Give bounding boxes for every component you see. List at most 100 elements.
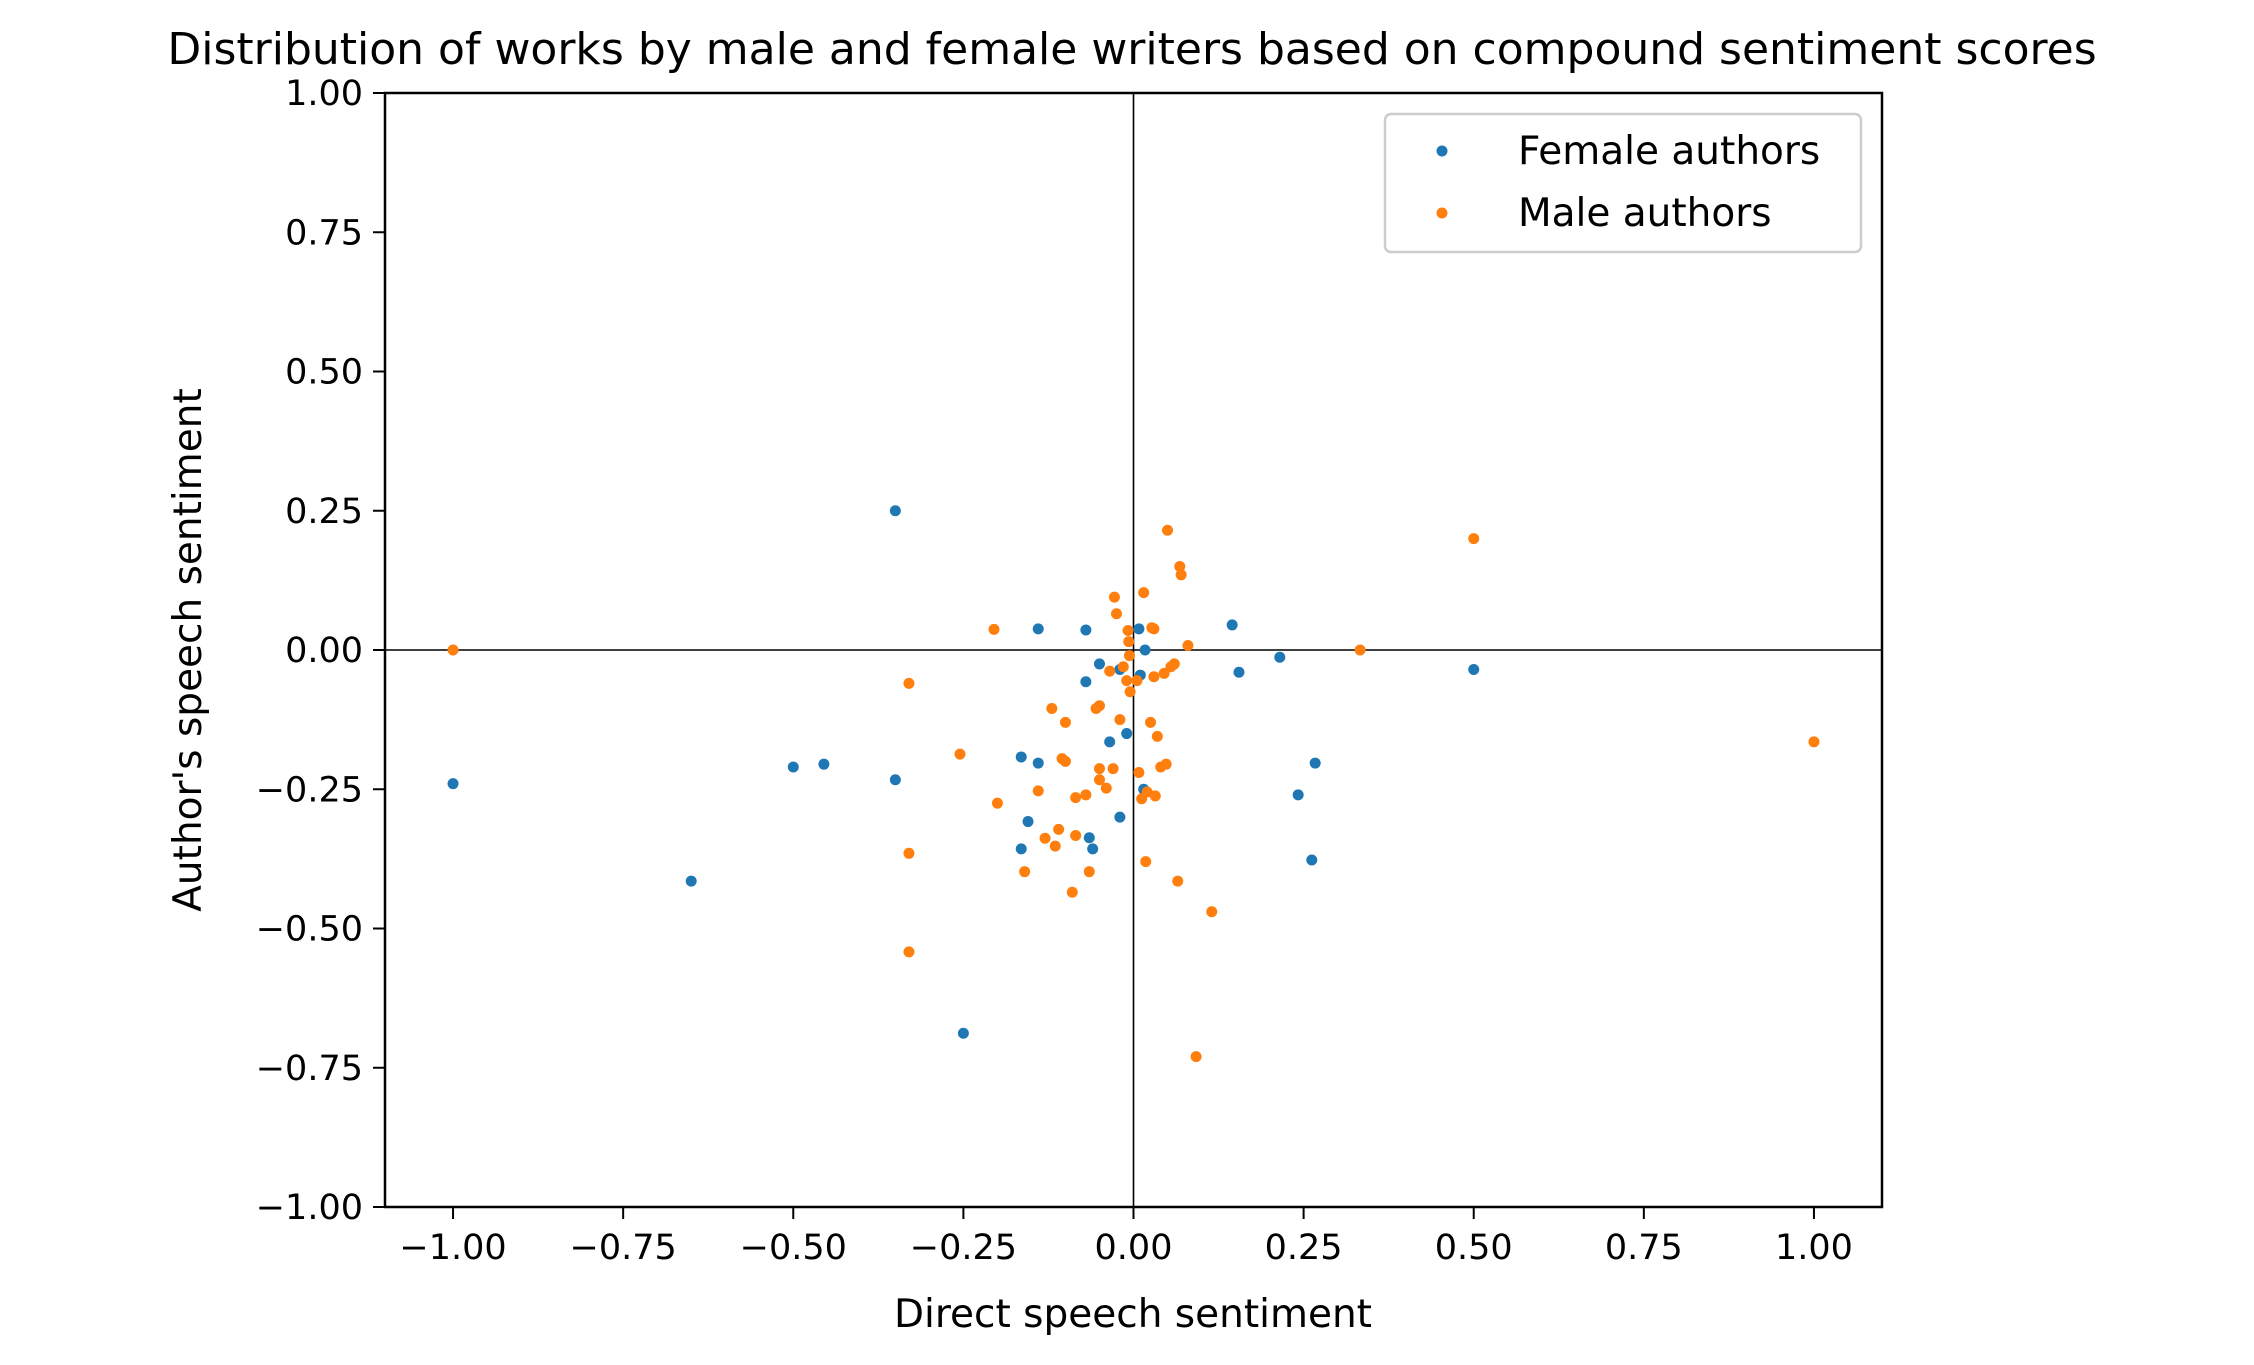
data-point [1226, 619, 1238, 631]
data-point [903, 677, 915, 689]
data-point [954, 748, 966, 760]
data-point [889, 774, 901, 786]
data-point [1175, 569, 1187, 581]
data-point [1104, 736, 1116, 748]
data-point [1158, 667, 1170, 679]
data-point [1032, 785, 1044, 797]
data-point [1292, 789, 1304, 801]
data-point [1145, 716, 1157, 728]
data-point [1148, 671, 1160, 683]
series-1 [447, 524, 1820, 1063]
data-point [903, 946, 915, 958]
data-point [889, 505, 901, 517]
data-point [1139, 644, 1151, 656]
data-point [1151, 730, 1163, 742]
data-point [957, 1027, 969, 1039]
data-point [1141, 786, 1153, 798]
x-tick-label: −0.50 [740, 1228, 847, 1268]
data-point [1131, 675, 1143, 687]
data-point [1059, 755, 1071, 767]
data-point [1080, 676, 1092, 688]
y-tick-label: −0.25 [256, 770, 363, 810]
data-point [1104, 665, 1116, 677]
y-tick-label: −1.00 [256, 1188, 363, 1228]
x-tick-label: 0.50 [1435, 1228, 1513, 1268]
data-point [685, 875, 697, 887]
y-tick-label: 1.00 [285, 74, 363, 114]
y-tick-label: 0.25 [285, 492, 363, 532]
y-tick-label: −0.50 [256, 910, 363, 950]
data-point [1138, 587, 1150, 599]
data-point [1049, 840, 1061, 852]
x-tick-label: 0.75 [1605, 1228, 1683, 1268]
data-point [991, 797, 1003, 809]
data-point [1110, 608, 1122, 620]
data-point [1015, 751, 1027, 763]
x-tick-label: −1.00 [399, 1228, 506, 1268]
data-point [1093, 658, 1105, 670]
data-point [1160, 758, 1172, 770]
data-points [447, 505, 1820, 1063]
data-point [1087, 843, 1099, 855]
legend-label-female: Female authors [1518, 129, 1820, 174]
data-point [447, 644, 459, 656]
data-point [1274, 651, 1286, 663]
data-point [1206, 906, 1218, 918]
data-point [988, 623, 1000, 635]
reference-lines [385, 93, 1882, 1207]
legend-label-male: Male authors [1518, 191, 1772, 236]
data-point [1133, 767, 1145, 779]
data-point [1172, 875, 1184, 887]
data-point [1108, 591, 1120, 603]
data-point [1080, 624, 1092, 636]
data-point [1093, 774, 1105, 786]
data-point [1121, 728, 1133, 740]
data-point [1122, 625, 1134, 637]
data-point [1107, 763, 1119, 775]
data-point [1080, 789, 1092, 801]
chart-legend: Female authors Male authors [1383, 112, 1863, 254]
data-point [1124, 686, 1136, 698]
y-tick-label: 0.75 [285, 213, 363, 253]
x-tick-label: 0.25 [1265, 1228, 1343, 1268]
data-point [1168, 658, 1180, 670]
data-point [1190, 1051, 1202, 1063]
x-tick-label: −0.25 [910, 1228, 1017, 1268]
data-point [447, 778, 459, 790]
chart-title: Distribution of works by male and female… [167, 24, 2096, 75]
data-point [1114, 811, 1126, 823]
data-point [1100, 782, 1112, 794]
y-axis-label: Author's speech sentiment [166, 388, 211, 912]
data-point [1140, 856, 1152, 868]
data-point [1019, 866, 1031, 878]
data-point [1070, 792, 1082, 804]
data-point [1468, 533, 1480, 545]
x-axis-ticks: −1.00 −0.75 −0.50 −0.25 0.00 0.25 0.50 0.75 1.00 [399, 1207, 1853, 1268]
legend-marker-female [1436, 145, 1448, 157]
data-point [1083, 866, 1095, 878]
data-point [1133, 623, 1145, 635]
data-point [787, 761, 799, 773]
data-point [1148, 623, 1160, 635]
data-point [1093, 700, 1105, 712]
x-axis-label: Direct speech sentiment [894, 1292, 1372, 1337]
data-point [1114, 714, 1126, 726]
data-point [1046, 702, 1058, 714]
data-point [1149, 790, 1161, 802]
data-point [1032, 623, 1044, 635]
data-point [1022, 816, 1034, 828]
y-tick-label: 0.50 [285, 353, 363, 393]
data-point [1066, 886, 1078, 898]
data-point [1053, 823, 1065, 835]
data-point [1032, 757, 1044, 769]
data-point [1093, 763, 1105, 775]
x-tick-label: 1.00 [1775, 1228, 1853, 1268]
data-point [1162, 524, 1174, 536]
data-point [1808, 736, 1820, 748]
x-tick-label: 0.00 [1095, 1228, 1173, 1268]
data-point [1233, 666, 1245, 678]
y-tick-label: 0.00 [285, 631, 363, 671]
x-tick-label: −0.75 [570, 1228, 677, 1268]
